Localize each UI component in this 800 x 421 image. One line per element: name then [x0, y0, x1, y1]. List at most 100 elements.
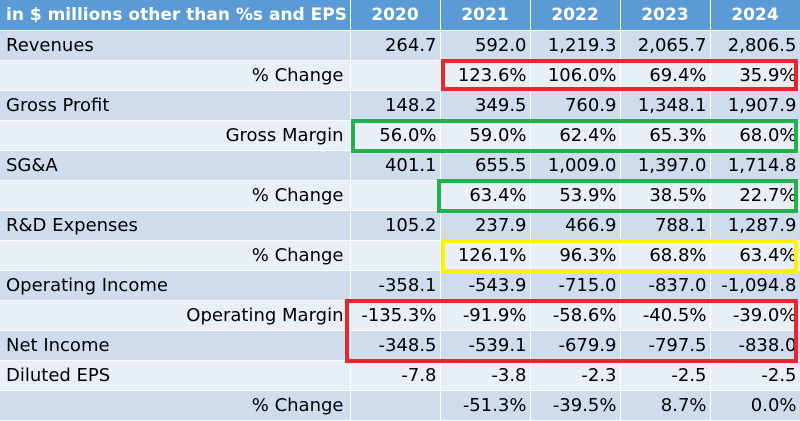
row-label: Operating Margin: [0, 299, 351, 330]
value-cell: 68.0%: [710, 119, 800, 150]
value-cell: -7.8: [350, 359, 441, 390]
value-cell: 655.5: [440, 149, 531, 180]
value-cell: 96.3%: [530, 239, 621, 270]
value-cell: 126.1%: [440, 239, 531, 270]
value-cell: 106.0%: [530, 59, 621, 90]
table-row: Diluted EPS -7.8 -3.8 -2.3 -2.5 -2.5: [0, 359, 800, 390]
value-cell: -837.0: [620, 269, 711, 300]
year-header: 2023: [620, 0, 711, 30]
value-cell: 8.7%: [620, 389, 711, 420]
value-cell: -39.0%: [710, 299, 800, 330]
table-row: Gross Margin 56.0% 59.0% 62.4% 65.3% 68.0%: [0, 119, 800, 150]
header-label: in $ millions other than %s and EPS: [0, 0, 351, 30]
value-cell: [350, 239, 441, 270]
value-cell: -2.5: [710, 359, 800, 390]
value-cell: 2,065.7: [620, 29, 711, 60]
value-cell: 1,397.0: [620, 149, 711, 180]
table-row: Operating Margin -135.3% -91.9% -58.6% -40.5…: [0, 299, 800, 330]
value-cell: -91.9%: [440, 299, 531, 330]
value-cell: 349.5: [440, 89, 531, 120]
table-row: % Change 123.6% 106.0% 69.4% 35.9%: [0, 59, 800, 90]
value-cell: [350, 59, 441, 90]
value-cell: 105.2: [350, 209, 441, 240]
row-label: % Change: [0, 239, 351, 270]
value-cell: 401.1: [350, 149, 441, 180]
value-cell: 2,806.5: [710, 29, 800, 60]
value-cell: 22.7%: [710, 179, 800, 210]
value-cell: 264.7: [350, 29, 441, 60]
value-cell: 68.8%: [620, 239, 711, 270]
row-label: Operating Income: [0, 269, 351, 300]
value-cell: 592.0: [440, 29, 531, 60]
value-cell: 35.9%: [710, 59, 800, 90]
value-cell: 63.4%: [710, 239, 800, 270]
value-cell: 466.9: [530, 209, 621, 240]
value-cell: 123.6%: [440, 59, 531, 90]
row-label: Net Income: [0, 329, 351, 360]
value-cell: 69.4%: [620, 59, 711, 90]
year-header: 2024: [710, 0, 800, 30]
value-cell: -679.9: [530, 329, 621, 360]
row-label: % Change: [0, 179, 351, 210]
value-cell: 1,907.9: [710, 89, 800, 120]
value-cell: -1,094.8: [710, 269, 800, 300]
value-cell: -2.5: [620, 359, 711, 390]
value-cell: [350, 389, 441, 420]
value-cell: 0.0%: [710, 389, 800, 420]
value-cell: 1,348.1: [620, 89, 711, 120]
value-cell: -39.5%: [530, 389, 621, 420]
value-cell: -135.3%: [350, 299, 441, 330]
value-cell: -539.1: [440, 329, 531, 360]
table-row: Operating Income -358.1 -543.9 -715.0 -837.0…: [0, 269, 800, 300]
value-cell: -543.9: [440, 269, 531, 300]
value-cell: 1,219.3: [530, 29, 621, 60]
table-header: in $ millions other than %s and EPS 2020…: [0, 0, 800, 30]
value-cell: 59.0%: [440, 119, 531, 150]
row-label: R&D Expenses: [0, 209, 351, 240]
value-cell: 56.0%: [350, 119, 441, 150]
value-cell: -40.5%: [620, 299, 711, 330]
row-label: Revenues: [0, 29, 351, 60]
value-cell: 1,009.0: [530, 149, 621, 180]
value-cell: -348.5: [350, 329, 441, 360]
table-row: % Change 63.4% 53.9% 38.5% 22.7%: [0, 179, 800, 210]
value-cell: -2.3: [530, 359, 621, 390]
value-cell: -58.6%: [530, 299, 621, 330]
value-cell: 53.9%: [530, 179, 621, 210]
value-cell: -51.3%: [440, 389, 531, 420]
row-label: % Change: [0, 389, 351, 420]
row-label: Diluted EPS: [0, 359, 351, 390]
row-label: Gross Profit: [0, 89, 351, 120]
value-cell: -715.0: [530, 269, 621, 300]
value-cell: -358.1: [350, 269, 441, 300]
value-cell: 760.9: [530, 89, 621, 120]
value-cell: 788.1: [620, 209, 711, 240]
table-row: SG&A 401.1 655.5 1,009.0 1,397.0 1,714.8: [0, 149, 800, 180]
table-row: Net Income -348.5 -539.1 -679.9 -797.5 -838.0: [0, 329, 800, 360]
table-body: Revenues 264.7 592.0 1,219.3 2,065.7 2,806.5%…: [0, 29, 800, 420]
value-cell: -797.5: [620, 329, 711, 360]
row-label: % Change: [0, 59, 351, 90]
value-cell: 65.3%: [620, 119, 711, 150]
row-label: Gross Margin: [0, 119, 351, 150]
value-cell: 148.2: [350, 89, 441, 120]
table-row: R&D Expenses 105.2 237.9 466.9 788.1 1,287.9: [0, 209, 800, 240]
table-row: Revenues 264.7 592.0 1,219.3 2,065.7 2,806.5: [0, 29, 800, 60]
table-row: % Change 126.1% 96.3% 68.8% 63.4%: [0, 239, 800, 270]
value-cell: 38.5%: [620, 179, 711, 210]
value-cell: -838.0: [710, 329, 800, 360]
year-header: 2020: [350, 0, 441, 30]
header-row: in $ millions other than %s and EPS 2020…: [0, 0, 800, 30]
value-cell: 1,714.8: [710, 149, 800, 180]
value-cell: [350, 179, 441, 210]
value-cell: 237.9: [440, 209, 531, 240]
value-cell: -3.8: [440, 359, 531, 390]
year-header: 2021: [440, 0, 531, 30]
year-header: 2022: [530, 0, 621, 30]
table-row: Gross Profit 148.2 349.5 760.9 1,348.1 1,907.…: [0, 89, 800, 120]
row-label: SG&A: [0, 149, 351, 180]
table-row: % Change -51.3% -39.5% 8.7% 0.0%: [0, 389, 800, 420]
value-cell: 1,287.9: [710, 209, 800, 240]
value-cell: 62.4%: [530, 119, 621, 150]
